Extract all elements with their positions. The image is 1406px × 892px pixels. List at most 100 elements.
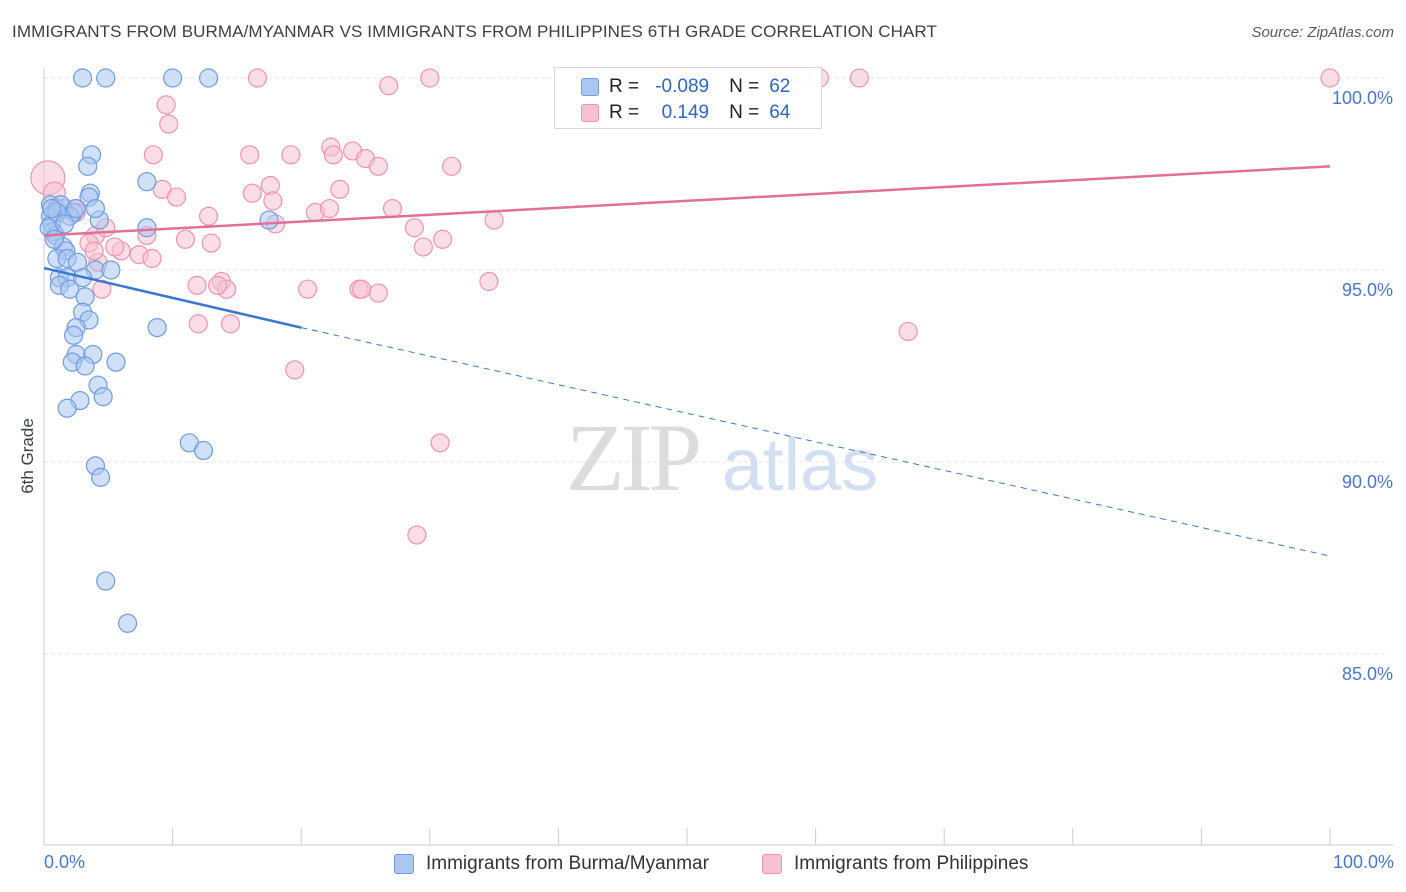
burma-point (147, 318, 167, 338)
philippines-point (368, 156, 388, 176)
philippines-point (142, 248, 162, 269)
philippines-point (442, 156, 462, 176)
burma-point (163, 68, 183, 88)
philippines-point (199, 206, 219, 226)
bottom-legend-swatch-philippines (762, 854, 782, 874)
philippines-point (201, 233, 221, 253)
legend-n-burma: 62 (769, 76, 791, 97)
burma-point (63, 325, 84, 345)
y-tick-label: 85.0% (1342, 664, 1393, 684)
philippines-point (404, 218, 424, 238)
philippines-point (187, 275, 207, 295)
philippines-point (1320, 68, 1340, 88)
burma-point (57, 398, 77, 418)
philippines-point (247, 68, 268, 88)
burma-point (42, 198, 62, 219)
burma-point (75, 356, 95, 376)
philippines-point (156, 95, 176, 115)
philippines-point (323, 145, 343, 165)
series-burma-points (39, 68, 279, 633)
philippines-point (84, 241, 104, 261)
burma-point (90, 467, 111, 487)
y-tick-label: 90.0% (1342, 472, 1393, 492)
stats-legend: R = -0.089 N = 62 R = 0.149 N = 64 (554, 67, 822, 129)
bottom-legend-label-burma: Immigrants from Burma/Myanmar (426, 853, 709, 874)
burma-point (96, 571, 116, 591)
philippines-point (263, 191, 283, 211)
legend-swatch-philippines (581, 104, 599, 122)
philippines-point (898, 321, 918, 342)
legend-row-burma: R = -0.089 N = 62 (581, 75, 790, 99)
watermark-atlas: atlas (722, 423, 878, 506)
watermark: ZIP atlas (566, 404, 878, 511)
burma-trend-extension (301, 327, 1331, 557)
burma-point (106, 352, 126, 372)
philippines-point (433, 229, 453, 249)
philippines-point (175, 229, 196, 249)
philippines-point (242, 183, 262, 203)
source-label: Source: ZipAtlas.com (1251, 24, 1394, 41)
burma-point (117, 613, 138, 633)
philippines-point (159, 114, 179, 134)
watermark-zip: ZIP (566, 404, 699, 511)
legend-n-label: N = (729, 102, 760, 123)
burma-point (193, 440, 214, 461)
philippines-point (430, 433, 450, 453)
philippines-point (220, 314, 241, 334)
philippines-point (240, 145, 260, 165)
burma-point (96, 68, 116, 88)
philippines-point (285, 360, 305, 380)
bottom-legend-swatch-burma (394, 854, 414, 874)
burma-point (101, 260, 121, 280)
legend-row-philippines: R = 0.149 N = 64 (581, 101, 790, 125)
philippines-point (188, 314, 208, 334)
philippines-point (407, 525, 427, 545)
philippines-point (298, 279, 318, 299)
legend-r-philippines: 0.149 (661, 102, 710, 123)
burma-point (137, 218, 157, 238)
philippines-point (849, 68, 869, 88)
legend-n-philippines: 64 (769, 102, 791, 123)
legend-swatch-burma (581, 78, 599, 96)
y-tick-labels: 100.0% 95.0% 90.0% 85.0% (1332, 88, 1393, 684)
philippines-point (330, 179, 350, 199)
philippines-point (281, 145, 301, 165)
y-tick-label: 100.0% (1332, 88, 1393, 108)
philippines-point (105, 237, 125, 257)
legend-r-label: R = (609, 76, 640, 97)
legend-r-label: R = (609, 102, 640, 123)
burma-point (54, 214, 75, 234)
burma-trend-line (43, 266, 302, 329)
philippines-point (379, 76, 399, 96)
y-tick-label: 95.0% (1342, 280, 1393, 300)
philippines-point (420, 68, 440, 88)
legend-n-label: N = (729, 76, 760, 97)
philippines-point (166, 187, 187, 207)
philippines-point (413, 237, 433, 257)
philippines-point (143, 145, 163, 165)
bottom-legend-philippines: Immigrants from Philippines (762, 852, 1028, 876)
burma-point (137, 172, 157, 192)
philippines-point (319, 198, 340, 219)
philippines-point (479, 271, 499, 292)
burma-point (72, 68, 93, 88)
philippines-point (352, 279, 372, 299)
bottom-legend-burma: Immigrants from Burma/Myanmar (394, 852, 709, 876)
philippines-point (208, 275, 228, 295)
philippines-point (368, 283, 388, 303)
bottom-legend-label-philippines: Immigrants from Philippines (794, 853, 1029, 874)
burma-point (85, 198, 106, 219)
burma-point (199, 68, 219, 88)
philippines-point (382, 198, 403, 219)
series-philippines-points (30, 68, 1340, 545)
x-tick-label-min: 0.0% (44, 852, 86, 872)
burma-point (93, 387, 113, 407)
chart-title: IMMIGRANTS FROM BURMA/MYANMAR VS IMMIGRA… (12, 22, 937, 41)
grid-lines (44, 77, 1390, 655)
axes (43, 68, 1393, 846)
legend-r-burma: -0.089 (655, 76, 710, 97)
philippines-trend-line (43, 165, 1331, 237)
burma-point (78, 156, 98, 176)
burma-point (44, 229, 64, 249)
